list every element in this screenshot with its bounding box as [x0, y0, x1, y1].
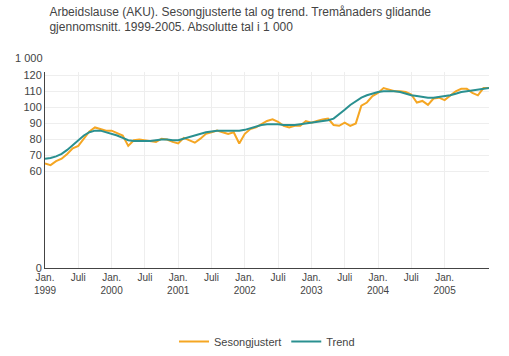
- svg-text:Jan.2001: Jan.2001: [167, 272, 190, 296]
- svg-text:Arbeidslause (AKU). Sesongjust: Arbeidslause (AKU). Sesongjusterte tal o…: [49, 5, 431, 35]
- svg-text:Jan.2004: Jan.2004: [367, 272, 390, 296]
- svg-text:Juli: Juli: [404, 272, 419, 283]
- svg-text:Juli: Juli: [337, 272, 352, 283]
- svg-text:Juli: Juli: [71, 272, 86, 283]
- svg-text:Jan.2003: Jan.2003: [300, 272, 323, 296]
- svg-text:90: 90: [30, 117, 42, 129]
- svg-text:0: 0: [36, 262, 42, 274]
- svg-text:70: 70: [30, 149, 42, 161]
- svg-text:110: 110: [24, 85, 42, 97]
- svg-text:Jan.2002: Jan.2002: [234, 272, 257, 296]
- svg-text:60: 60: [30, 165, 42, 177]
- svg-text:Juli: Juli: [137, 272, 152, 283]
- svg-text:Jan.2000: Jan.2000: [100, 272, 123, 296]
- svg-text:Jan.1999: Jan.1999: [34, 272, 57, 296]
- svg-text:Trend: Trend: [326, 336, 354, 348]
- svg-text:Juli: Juli: [271, 272, 286, 283]
- svg-text:120: 120: [23, 69, 41, 81]
- svg-text:100: 100: [23, 101, 41, 113]
- svg-text:Juli: Juli: [204, 272, 219, 283]
- svg-text:80: 80: [30, 133, 42, 145]
- svg-text:Jan.2005: Jan.2005: [433, 272, 456, 296]
- svg-text:Sesongjustert: Sesongjustert: [214, 336, 281, 348]
- svg-text:1 000: 1 000: [15, 52, 43, 64]
